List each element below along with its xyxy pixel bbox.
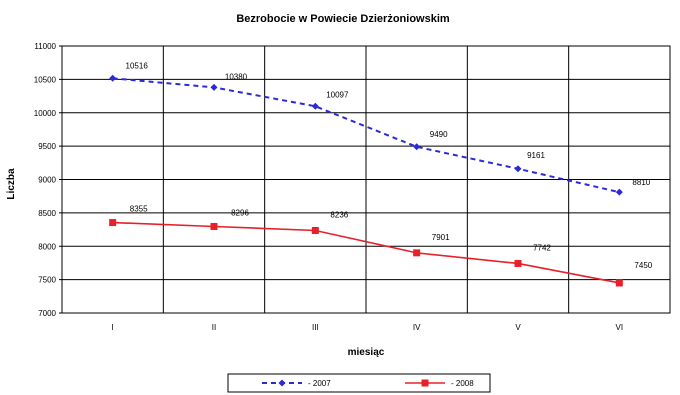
point-marker-legend-2008 <box>421 379 429 387</box>
x-tick-label: V <box>515 323 521 332</box>
data-label-2008: 8296 <box>231 208 249 217</box>
y-tick-label: 10000 <box>34 109 57 118</box>
y-tick-label: 7000 <box>38 309 56 318</box>
point-marker-2008 <box>514 259 522 267</box>
y-tick-label: 11000 <box>34 42 56 51</box>
data-labels: 10516 10380 10097 9490 9161 8810 8355 8296 8236 7… <box>126 61 653 270</box>
point-marker-2007 <box>109 74 117 82</box>
grid-lines <box>62 45 670 314</box>
legend-box <box>227 373 491 393</box>
data-label-2007: 8810 <box>632 178 650 187</box>
data-label-2007: 9161 <box>527 151 545 160</box>
data-label-2007: 10516 <box>126 61 149 70</box>
point-marker-2007 <box>514 165 522 173</box>
y-tick-label: 9000 <box>38 176 56 185</box>
x-tick-label: II <box>212 323 216 332</box>
data-label-2007: 9490 <box>430 130 448 139</box>
x-axis-label: miesiąc <box>348 347 385 358</box>
legend: - 2007 - 2008 <box>227 373 491 393</box>
x-tick-label: VI <box>616 323 624 332</box>
y-tick-label: 9500 <box>38 142 56 151</box>
series-line-2008 <box>112 221 620 284</box>
point-marker-2007 <box>413 143 421 151</box>
y-axis-label: Liczba <box>6 168 17 200</box>
point-marker-legend-2007 <box>278 379 286 387</box>
point-marker-2008 <box>210 222 218 230</box>
series-lines <box>109 74 623 287</box>
legend-label-2007: - 2007 <box>308 379 331 388</box>
point-marker-2007 <box>210 83 218 91</box>
y-tick-label: 8000 <box>38 242 56 251</box>
point-marker-2007 <box>311 102 319 110</box>
point-marker-2008 <box>109 219 117 227</box>
x-tick-label: IV <box>413 323 421 332</box>
data-label-2008: 8236 <box>330 210 348 219</box>
legend-label-2008: - 2008 <box>451 379 474 388</box>
y-tick-labels: 7000 7500 8000 8500 9000 9500 10000 10500 11000 <box>34 42 62 318</box>
data-label-2007: 10097 <box>326 90 349 99</box>
data-label-2008: 7450 <box>634 261 652 270</box>
series-line-2007 <box>112 77 620 194</box>
data-label-2007: 10380 <box>225 72 248 81</box>
point-marker-2008 <box>413 249 421 257</box>
data-label-2008: 7901 <box>432 233 450 242</box>
x-tick-label: I <box>112 323 114 332</box>
point-marker-2007 <box>615 188 623 196</box>
point-marker-2008 <box>615 279 623 287</box>
y-tick-label: 8500 <box>38 209 56 218</box>
point-marker-2008 <box>311 226 319 234</box>
x-tick-label: III <box>312 323 319 332</box>
y-tick-label: 10500 <box>34 75 57 84</box>
data-label-2008: 8355 <box>130 205 148 214</box>
data-label-2008: 7742 <box>533 243 551 252</box>
y-tick-label: 7500 <box>38 276 56 285</box>
x-tick-labels: I II III IV V VI <box>112 323 624 332</box>
chart-title: Bezrobocie w Powiecie Dzierżoniowskim <box>236 13 450 25</box>
